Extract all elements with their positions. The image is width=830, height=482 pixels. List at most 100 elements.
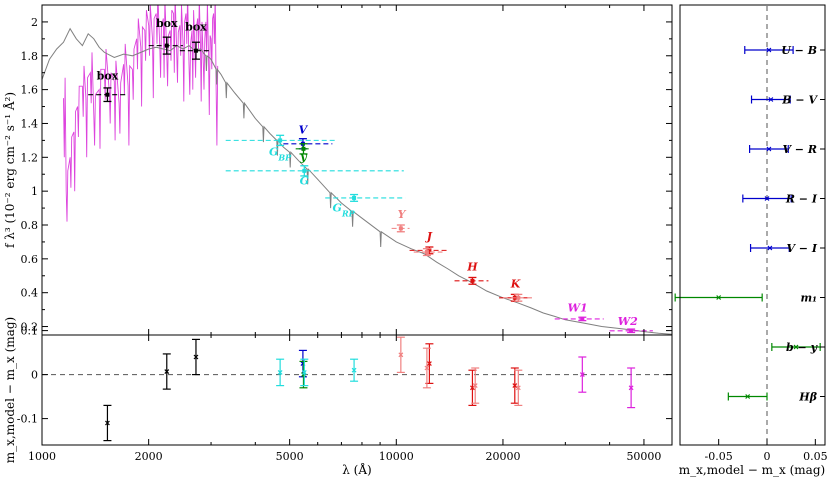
residual-point — [350, 358, 359, 382]
color-index-label: V − R — [782, 143, 817, 156]
photometry-point-g-bp — [225, 134, 335, 147]
data-marker — [629, 328, 634, 333]
residual-marker — [426, 361, 432, 367]
photometry-point-y — [295, 143, 312, 155]
color-index-row — [674, 293, 763, 302]
observed-spectrum-line — [63, 5, 219, 222]
color-index-marker — [716, 295, 722, 300]
band-label: box — [97, 69, 119, 82]
y-tick-label: 1.4 — [21, 117, 39, 130]
data-marker — [427, 248, 432, 253]
y-tick-label: 0.4 — [21, 287, 39, 300]
color-index-marker — [766, 146, 772, 152]
y-tick-label: 1 — [31, 185, 38, 198]
band-label: GBP — [269, 146, 292, 163]
color-index-marker — [768, 97, 774, 102]
x-tick-label: 10000 — [379, 450, 414, 463]
band-label: J — [425, 230, 433, 243]
residual-point — [514, 369, 523, 406]
color-index-row — [727, 392, 768, 401]
residual-point — [578, 356, 587, 393]
color-index-marker — [766, 47, 772, 53]
photometry-point-k — [502, 293, 533, 302]
residual-point — [103, 404, 112, 442]
color-index-row — [744, 46, 794, 54]
y-tick-label: 0.6 — [21, 253, 39, 266]
y-tick-label: 2 — [31, 16, 38, 29]
y-tick-label: 1.2 — [21, 151, 39, 164]
x-axis-label: λ (Å) — [342, 462, 371, 477]
band-label-subscript: BP — [277, 153, 292, 163]
band-label: GRP — [333, 201, 356, 218]
residual-marker — [193, 354, 199, 360]
data-marker — [164, 43, 169, 48]
photometry-point-g — [225, 165, 404, 177]
color-index-label: U − B — [781, 44, 817, 57]
photometry-point-y — [391, 224, 410, 233]
color-index-x-tick-label: -0.05 — [705, 450, 733, 463]
band-label: box — [156, 17, 178, 30]
residual-marker — [398, 352, 404, 358]
color-index-label: m₁ — [801, 292, 817, 305]
color-index-row — [749, 244, 790, 252]
color-index-marker — [764, 196, 770, 201]
residual-point — [510, 367, 519, 404]
residual-point — [422, 347, 431, 389]
color-index-x-tick-label: 0 — [764, 450, 771, 463]
data-marker — [424, 250, 429, 255]
color-index-marker — [793, 344, 799, 350]
residual-point — [191, 338, 200, 376]
residual-marker — [579, 372, 585, 378]
residual-panel-frame — [41, 334, 673, 446]
data-marker — [193, 48, 198, 53]
color-index-marker — [767, 245, 773, 251]
residual-y-axis-label: m_x,model − m_x (mag) — [3, 317, 17, 463]
residual-marker — [512, 383, 518, 389]
data-marker — [470, 278, 475, 283]
residual-marker — [105, 420, 110, 426]
band-label: K — [510, 278, 521, 291]
color-index-label: R − I — [785, 193, 818, 206]
band-label: y — [299, 151, 308, 164]
residual-marker — [628, 385, 634, 391]
x-tick-label: 5000 — [276, 450, 304, 463]
residual-marker — [351, 367, 357, 373]
photometry-point-box — [148, 36, 183, 55]
band-label: Y — [398, 208, 407, 221]
data-marker — [278, 138, 283, 143]
color-index-panel: U − B B − V V − R R − I V − I m₁ b − y Hβ -0.05 0… — [674, 4, 828, 463]
band-label: W2 — [618, 315, 638, 328]
residual-y-tick-label: 0.1 — [21, 325, 39, 338]
x-tick-label: 2000 — [135, 450, 163, 463]
color-index-x-tick-label: 0.05 — [803, 450, 828, 463]
residual-y-tick-label: -0.1 — [17, 413, 38, 426]
color-index-x-axis-label: m_x,model − m_x (mag) — [679, 463, 825, 477]
photometry-point-w1 — [554, 316, 604, 322]
residual-marker — [164, 369, 170, 374]
residual-point — [627, 367, 636, 409]
residual-point — [396, 336, 405, 373]
y-tick-label: 0.2 — [21, 321, 39, 334]
color-index-label: b − y — [786, 341, 819, 354]
residual-marker — [424, 365, 430, 371]
data-marker — [352, 195, 357, 200]
band-label: H — [466, 261, 478, 274]
residual-point — [471, 367, 480, 404]
residual-point — [300, 358, 309, 387]
x-tick-label: 50000 — [626, 450, 661, 463]
model-spectrum-line — [42, 27, 672, 335]
photometry-point-g-rp — [325, 193, 406, 202]
band-label-subscript: RP — [341, 208, 356, 218]
band-label: V — [299, 124, 309, 137]
residual-marker — [472, 383, 478, 389]
photometry-point-j — [413, 248, 443, 257]
x-tick-label: 20000 — [485, 450, 520, 463]
photometry-point-h — [454, 276, 489, 285]
band-label: G — [300, 174, 309, 187]
residual-marker — [515, 385, 521, 391]
y-tick-label: 0.8 — [21, 219, 39, 232]
color-index-row — [742, 194, 792, 203]
photometry-point-w2 — [609, 328, 653, 334]
